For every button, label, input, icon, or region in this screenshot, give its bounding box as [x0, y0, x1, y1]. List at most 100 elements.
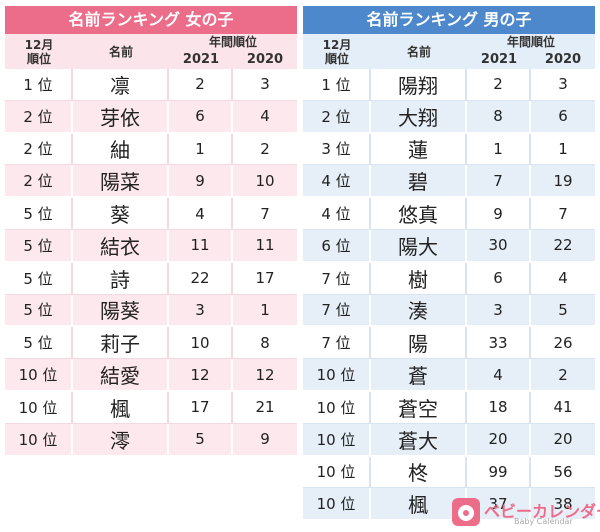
- rank-cell: 5 位: [5, 229, 73, 263]
- rank-2020-cell: 41: [531, 391, 596, 424]
- rank-2020-cell: 26: [531, 327, 596, 360]
- rank-2020-cell: 4: [531, 262, 596, 295]
- rank-2020-cell: 20: [531, 423, 596, 457]
- rank-2020-cell: 21: [233, 391, 298, 424]
- table-row: 5 位詩 22 17: [5, 262, 298, 295]
- rank-2021-cell: 3: [467, 294, 531, 328]
- rank-2021-cell: 9: [467, 198, 531, 230]
- rank-2021-cell: 33: [467, 327, 531, 360]
- name-cell: 湊: [371, 294, 467, 328]
- rank-cell: 2 位: [303, 100, 371, 134]
- rank-2021-cell: 3: [169, 294, 233, 328]
- rank-2021-cell: 6: [169, 100, 233, 134]
- table-row: 5 位結衣 11 11: [5, 229, 298, 263]
- rank-2020-cell: 2: [531, 359, 596, 392]
- rank-2020-cell: 6: [531, 100, 596, 134]
- rank-2021-cell: 2: [169, 69, 233, 101]
- baby-calendar-logo-icon: [452, 498, 480, 526]
- name-cell: 陽翔: [371, 69, 467, 101]
- name-cell: 樹: [371, 262, 467, 295]
- rank-2021-cell: 12: [169, 359, 233, 392]
- rank-cell: 10 位: [303, 423, 371, 457]
- rank-cell: 1 位: [303, 69, 371, 101]
- rank-2021-cell: 1: [467, 133, 531, 166]
- name-cell: 陽大: [371, 229, 467, 263]
- name-cell: 大翔: [371, 100, 467, 134]
- rank-2021-cell: 10: [169, 327, 233, 360]
- rank-2021-cell: 8: [467, 100, 531, 134]
- rank-cell: 10 位: [5, 359, 73, 392]
- rank-cell: 4 位: [303, 198, 371, 230]
- rank-cell: 10 位: [303, 359, 371, 392]
- name-cell: 柊: [371, 456, 467, 489]
- rank-2020-cell: 19: [531, 165, 596, 199]
- table-row: 2 位芽依 6 4: [5, 100, 298, 134]
- name-cell: 陽: [371, 327, 467, 360]
- baby-calendar-logo: ベビーカレンダー Baby Calendar: [452, 498, 600, 530]
- table-row: 2 位大翔 8 6: [303, 100, 596, 134]
- table-row: 4 位碧 7 19: [303, 165, 596, 199]
- rank-cell: 2 位: [5, 165, 73, 199]
- name-cell: 陽菜: [73, 165, 169, 199]
- boys-ranking-table: 12月 順位 名前 年間順位 2021 2020 1 位陽翔 2 3 2 位大翔 8 6 3…: [303, 34, 596, 522]
- rank-cell: 3 位: [303, 133, 371, 166]
- rank-header-line2: 順位: [26, 51, 51, 66]
- rank-cell: 7 位: [303, 262, 371, 295]
- name-cell: 悠真: [371, 198, 467, 230]
- table-row: 10 位結愛 12 12: [5, 359, 298, 392]
- rank-cell: 5 位: [5, 327, 73, 360]
- rank-2020-cell: 1: [233, 294, 298, 328]
- year-2020-header: 2020: [233, 51, 298, 69]
- rank-cell: 10 位: [303, 391, 371, 424]
- table-row: 10 位楓 17 21: [5, 391, 298, 424]
- boys-ranking-panel: 名前ランキング 男の子 12月 順位 名前 年間順位 2021 2020 1 位…: [303, 6, 596, 522]
- name-cell: 凛: [73, 69, 169, 101]
- rank-cell: 5 位: [5, 198, 73, 230]
- name-cell: 蒼大: [371, 423, 467, 457]
- rank-cell: 10 位: [5, 423, 73, 457]
- rank-2021-cell: 6: [467, 262, 531, 295]
- year-2021-header: 2021: [169, 51, 233, 69]
- name-cell: 紬: [73, 133, 169, 166]
- rank-header-line1: 12月: [322, 37, 352, 52]
- name-cell: 葵: [73, 198, 169, 230]
- rank-2020-cell: 17: [233, 262, 298, 295]
- table-row: 10 位柊 99 56: [303, 456, 596, 489]
- table-row: 2 位陽菜 9 10: [5, 165, 298, 199]
- rank-2020-cell: 38: [531, 488, 596, 522]
- name-cell: 陽葵: [73, 294, 169, 328]
- table-row: 7 位陽 33 26: [303, 327, 596, 360]
- rank-cell: 5 位: [5, 262, 73, 295]
- name-cell: 蓮: [371, 133, 467, 166]
- rank-cell: 4 位: [303, 165, 371, 199]
- rank-2020-cell: 10: [233, 165, 298, 199]
- rank-2021-cell: 4: [169, 198, 233, 230]
- rank-2021-cell: 7: [467, 165, 531, 199]
- rank-2020-cell: 22: [531, 229, 596, 263]
- rank-cell: 10 位: [303, 456, 371, 489]
- name-cell: 結愛: [73, 359, 169, 392]
- name-cell: 蒼空: [371, 391, 467, 424]
- girls-ranking-panel: 名前ランキング 女の子 12月 順位 名前 年間順位 2021 2020 1 位…: [5, 6, 298, 457]
- table-row: 6 位陽大 30 22: [303, 229, 596, 263]
- rank-2021-cell: 1: [169, 133, 233, 166]
- logo-text: ベビーカレンダー: [484, 502, 600, 521]
- rank-2021-cell: 4: [467, 359, 531, 392]
- year-2020-header: 2020: [531, 51, 596, 69]
- name-cell: 詩: [73, 262, 169, 295]
- rank-column-header: 12月 順位: [303, 34, 371, 69]
- name-cell: 蒼: [371, 359, 467, 392]
- rank-2020-cell: 3: [233, 69, 298, 101]
- name-column-header: 名前: [371, 34, 467, 69]
- rank-2021-cell: 17: [169, 391, 233, 424]
- rank-2020-cell: 8: [233, 327, 298, 360]
- rank-2021-cell: 30: [467, 229, 531, 263]
- name-cell: 莉子: [73, 327, 169, 360]
- rank-2020-cell: 3: [531, 69, 596, 101]
- rank-2021-cell: 2: [467, 69, 531, 101]
- rank-cell: 10 位: [5, 391, 73, 424]
